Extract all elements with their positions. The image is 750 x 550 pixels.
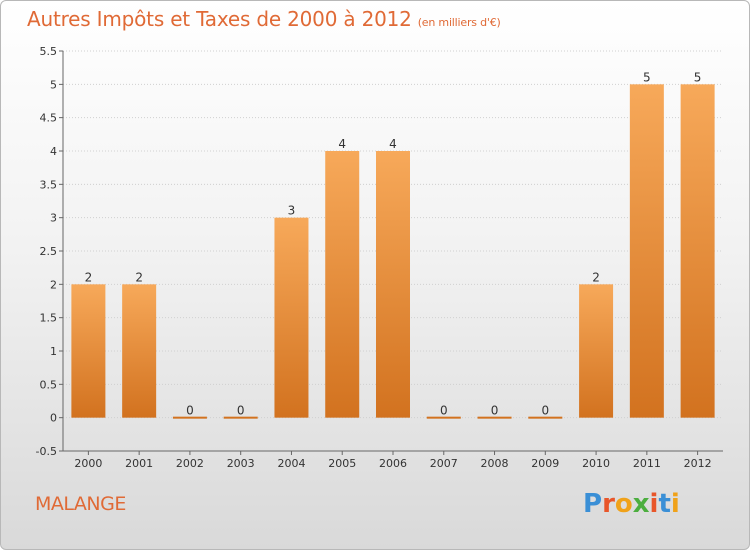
logo-letter: i (670, 489, 680, 519)
x-tick-label: 2005 (328, 457, 356, 470)
bar (629, 84, 664, 418)
data-label: 5 (694, 70, 702, 84)
data-label: 0 (237, 404, 245, 418)
y-tick-label: 3 (50, 212, 57, 225)
y-tick-label: 3.5 (40, 178, 58, 191)
data-label: 4 (338, 137, 346, 151)
data-label: 0 (491, 404, 499, 418)
data-label: 4 (389, 137, 397, 151)
logo-letter: o (614, 489, 633, 519)
bar (71, 284, 106, 418)
x-tick-label: 2001 (125, 457, 153, 470)
bar (122, 284, 157, 418)
data-label: 3 (288, 204, 296, 218)
x-tick-label: 2010 (582, 457, 610, 470)
y-tick-label: -0.5 (36, 445, 57, 458)
x-tick-label: 2007 (430, 457, 458, 470)
town-name: MALANGE (35, 493, 126, 515)
x-tick-label: 2002 (176, 457, 204, 470)
bar (325, 151, 360, 418)
data-label: 2 (592, 270, 600, 284)
bar (223, 416, 258, 419)
x-tick-label: 2011 (633, 457, 661, 470)
y-tick-label: 0 (50, 412, 57, 425)
x-tick-label: 2012 (684, 457, 712, 470)
chart-unit: (en milliers d'€) (417, 16, 501, 29)
data-label: 5 (643, 70, 651, 84)
x-tick-label: 2006 (379, 457, 407, 470)
data-label: 0 (440, 404, 448, 418)
x-tick-label: 2000 (74, 457, 102, 470)
y-tick-label: 4.5 (40, 112, 58, 125)
y-tick-label: 5.5 (40, 45, 58, 58)
logo-letter: i (649, 489, 659, 519)
bar (477, 416, 512, 419)
bar (680, 84, 715, 418)
data-label: 2 (135, 270, 143, 284)
logo-letter: x (632, 489, 650, 519)
y-tick-label: 2.5 (40, 245, 58, 258)
y-tick-label: 0.5 (40, 378, 58, 391)
proxiti-logo[interactable]: Proxiti (583, 489, 680, 519)
y-tick-label: 1.5 (40, 312, 58, 325)
bar (172, 416, 207, 419)
chart-title: Autres Impôts et Taxes de 2000 à 2012 (en… (27, 7, 501, 31)
bar (426, 416, 461, 419)
y-tick-label: 2 (50, 278, 57, 291)
y-tick-label: 4 (50, 145, 57, 158)
logo-letter: t (658, 489, 671, 519)
x-tick-label: 2003 (227, 457, 255, 470)
chart-title-text: Autres Impôts et Taxes de 2000 à 2012 (27, 7, 412, 31)
y-tick-label: 1 (50, 345, 57, 358)
logo-letter: r (602, 489, 615, 519)
data-label: 2 (85, 270, 93, 284)
x-tick-label: 2009 (531, 457, 559, 470)
bar (376, 151, 410, 418)
data-label: 0 (186, 404, 194, 418)
bar (528, 416, 563, 419)
x-tick-label: 2004 (277, 457, 305, 470)
y-tick-label: 5 (50, 78, 57, 91)
logo-letter: P (583, 489, 603, 519)
data-label: 0 (541, 404, 549, 418)
bar (274, 217, 309, 418)
bar (579, 284, 614, 418)
x-tick-label: 2008 (481, 457, 509, 470)
